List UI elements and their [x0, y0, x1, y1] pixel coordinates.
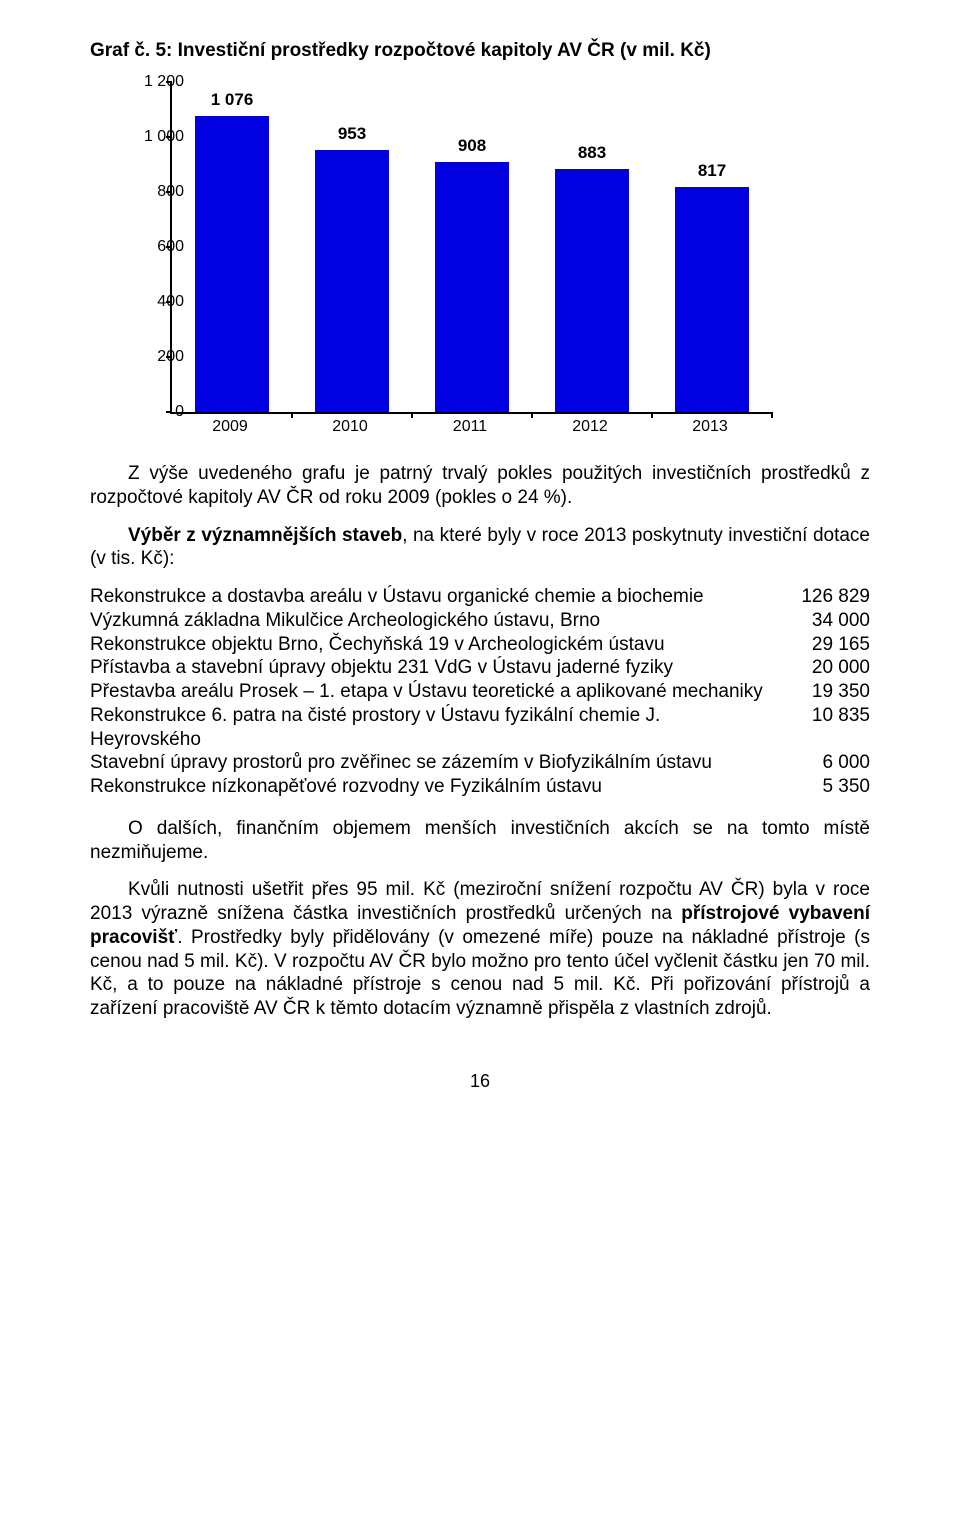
bar	[195, 116, 269, 412]
x-axis-label: 2010	[332, 418, 368, 436]
bar	[315, 150, 389, 412]
list-item-desc: Přístavba a stavební úpravy objektu 231 …	[90, 656, 780, 680]
bar-value-label: 817	[698, 161, 726, 181]
list-item-desc: Výzkumná základna Mikulčice Archeologick…	[90, 609, 780, 633]
list-item: Rekonstrukce nízkonapěťové rozvodny ve F…	[90, 775, 870, 799]
para4-b: . Prostředky byly přidělovány (v omezené…	[90, 927, 870, 1019]
y-tick	[166, 411, 172, 413]
y-axis-label: 600	[157, 238, 184, 256]
list-item-desc: Rekonstrukce nízkonapěťové rozvodny ve F…	[90, 775, 780, 799]
bar	[675, 187, 749, 412]
y-axis-label: 400	[157, 293, 184, 311]
bar-value-label: 1 076	[211, 90, 254, 110]
list-item-desc: Přestavba areálu Prosek – 1. etapa v Úst…	[90, 680, 780, 704]
page-number: 16	[90, 1071, 870, 1092]
chart-title: Graf č. 5: Investiční prostředky rozpočt…	[90, 40, 870, 62]
x-tick	[771, 412, 773, 418]
list-item: Stavební úpravy prostorů pro zvěřinec se…	[90, 751, 870, 775]
list-item: Přístavba a stavební úpravy objektu 231 …	[90, 656, 870, 680]
y-axis-label: 200	[157, 348, 184, 366]
list-item-desc: Rekonstrukce 6. patra na čisté prostory …	[90, 704, 780, 752]
list-item-value: 126 829	[780, 585, 870, 609]
list-item-desc: Rekonstrukce a dostavba areálu v Ústavu …	[90, 585, 780, 609]
construction-list: Rekonstrukce a dostavba areálu v Ústavu …	[90, 585, 870, 799]
list-item-desc: Stavební úpravy prostorů pro zvěřinec se…	[90, 751, 780, 775]
x-axis-label: 2012	[572, 418, 608, 436]
y-axis-label: 0	[175, 403, 184, 421]
paragraph-3: O dalších, finančním objemem menších inv…	[90, 817, 870, 865]
x-axis-label: 2013	[692, 418, 728, 436]
bar	[555, 169, 629, 412]
bar	[435, 162, 509, 412]
list-item-desc: Rekonstrukce objektu Brno, Čechyňská 19 …	[90, 633, 780, 657]
bar-chart: 1 076 953 908 883 817 0 200 400 600 800 1 000 1 20…	[110, 72, 790, 452]
para2-bold: Výběr z významnějších staveb	[128, 525, 402, 546]
bar-value-label: 883	[578, 143, 606, 163]
list-item-value: 29 165	[780, 633, 870, 657]
list-item-value: 10 835	[780, 704, 870, 752]
y-axis-label: 1 000	[144, 128, 184, 146]
paragraph-4: Kvůli nutnosti ušetřit přes 95 mil. Kč (…	[90, 878, 870, 1021]
list-item: Rekonstrukce 6. patra na čisté prostory …	[90, 704, 870, 752]
x-tick	[651, 412, 653, 418]
list-item-value: 5 350	[780, 775, 870, 799]
list-item-value: 20 000	[780, 656, 870, 680]
x-tick	[291, 412, 293, 418]
list-item: Výzkumná základna Mikulčice Archeologick…	[90, 609, 870, 633]
x-tick	[411, 412, 413, 418]
x-axis-label: 2009	[212, 418, 248, 436]
list-item-value: 34 000	[780, 609, 870, 633]
y-axis-label: 800	[157, 183, 184, 201]
list-item-value: 19 350	[780, 680, 870, 704]
list-item: Přestavba areálu Prosek – 1. etapa v Úst…	[90, 680, 870, 704]
paragraph-2: Výběr z významnějších staveb, na které b…	[90, 524, 870, 572]
bar-value-label: 953	[338, 124, 366, 144]
list-item-value: 6 000	[780, 751, 870, 775]
list-item: Rekonstrukce a dostavba areálu v Ústavu …	[90, 585, 870, 609]
x-axis-label: 2011	[453, 418, 487, 436]
paragraph-1: Z výše uvedeného grafu je patrný trvalý …	[90, 462, 870, 510]
x-tick	[531, 412, 533, 418]
bar-value-label: 908	[458, 136, 486, 156]
y-axis-label: 1 200	[144, 73, 184, 91]
list-item: Rekonstrukce objektu Brno, Čechyňská 19 …	[90, 633, 870, 657]
